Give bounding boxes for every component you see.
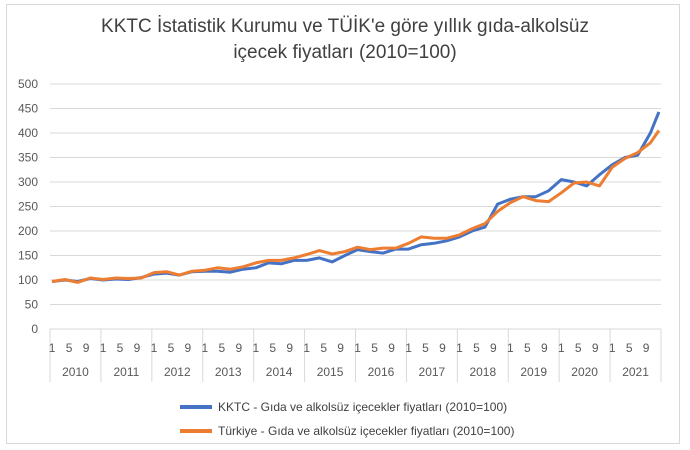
y-tick-label: 250	[18, 200, 38, 214]
legend: KKTC - Gıda ve alkolsüz içecekler fiyatl…	[180, 395, 514, 443]
year-label: 2012	[164, 365, 191, 379]
month-tick-label: 5	[575, 341, 582, 355]
year-label: 2019	[520, 365, 547, 379]
month-tick-label: 9	[541, 341, 548, 355]
year-label: 2010	[62, 365, 89, 379]
chart-title: KKTC İstatistik Kurumu ve TÜİK'e göre yı…	[0, 14, 690, 66]
y-tick-label: 100	[18, 273, 38, 287]
month-tick-label: 5	[269, 341, 276, 355]
y-tick-label: 500	[18, 77, 38, 91]
month-tick-label: 9	[235, 341, 242, 355]
year-label: 2015	[317, 365, 344, 379]
month-tick-label: 5	[117, 341, 124, 355]
y-tick-label: 50	[25, 298, 39, 312]
y-tick-label: 300	[18, 175, 38, 189]
y-tick-label: 150	[18, 249, 38, 263]
year-label: 2016	[368, 365, 395, 379]
year-label: 2013	[215, 365, 242, 379]
legend-item-turkiye: Türkiye - Gıda ve alkolsüz içecekler fiy…	[180, 419, 514, 443]
month-tick-label: 9	[286, 341, 293, 355]
month-tick-label: 1	[609, 341, 616, 355]
month-tick-label: 9	[185, 341, 192, 355]
month-tick-label: 1	[252, 341, 259, 355]
legend-label-kktc: KKTC - Gıda ve alkolsüz içecekler fiyatl…	[218, 400, 508, 414]
month-tick-label: 1	[354, 341, 361, 355]
year-label: 2017	[419, 365, 446, 379]
month-tick-label: 9	[490, 341, 497, 355]
month-tick-label: 1	[202, 341, 209, 355]
chart-frame	[6, 4, 680, 444]
month-tick-label: 9	[134, 341, 141, 355]
y-tick-label: 0	[31, 322, 38, 336]
series-line-kktc	[51, 111, 661, 283]
month-tick-label: 1	[303, 341, 310, 355]
chart-title-line2: içecek fiyatları (2010=100)	[233, 42, 457, 63]
month-tick-label: 1	[100, 341, 107, 355]
month-tick-label: 1	[558, 341, 565, 355]
year-label: 2014	[266, 365, 293, 379]
year-label: 2018	[469, 365, 496, 379]
month-tick-label: 1	[151, 341, 158, 355]
month-tick-label: 9	[439, 341, 446, 355]
month-tick-label: 1	[456, 341, 463, 355]
month-tick-label: 5	[473, 341, 480, 355]
month-tick-label: 9	[592, 341, 599, 355]
year-label: 2011	[113, 365, 139, 379]
month-tick-label: 1	[49, 341, 56, 355]
y-tick-label: 450	[18, 102, 38, 116]
legend-swatch-kktc	[180, 405, 212, 409]
y-tick-label: 200	[18, 224, 38, 238]
year-label: 2021	[622, 365, 649, 379]
legend-item-kktc: KKTC - Gıda ve alkolsüz içecekler fiyatl…	[180, 395, 514, 419]
month-tick-label: 9	[337, 341, 344, 355]
month-tick-label: 5	[66, 341, 73, 355]
legend-label-turkiye: Türkiye - Gıda ve alkolsüz içecekler fiy…	[218, 424, 515, 438]
month-tick-label: 9	[643, 341, 650, 355]
month-tick-label: 5	[422, 341, 429, 355]
month-tick-label: 5	[626, 341, 633, 355]
month-tick-label: 5	[524, 341, 531, 355]
y-tick-label: 400	[18, 126, 38, 140]
month-tick-label: 1	[405, 341, 412, 355]
month-tick-label: 9	[83, 341, 90, 355]
month-tick-label: 5	[320, 341, 327, 355]
legend-swatch-turkiye	[180, 429, 212, 433]
month-tick-label: 1	[507, 341, 514, 355]
chart-title-line1: KKTC İstatistik Kurumu ve TÜİK'e göre yı…	[101, 16, 589, 37]
y-tick-label: 350	[18, 151, 38, 165]
year-label: 2020	[571, 365, 598, 379]
month-tick-label: 5	[168, 341, 175, 355]
month-tick-label: 5	[371, 341, 378, 355]
month-tick-label: 9	[388, 341, 395, 355]
month-tick-label: 5	[219, 341, 226, 355]
series-line-turkiye	[51, 129, 661, 284]
